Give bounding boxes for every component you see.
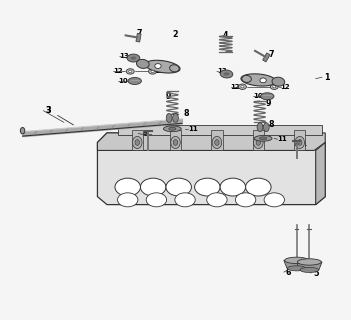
Ellipse shape	[246, 178, 271, 196]
Ellipse shape	[128, 77, 141, 84]
Ellipse shape	[236, 193, 256, 207]
Text: 4: 4	[223, 31, 229, 40]
Text: 12: 12	[154, 68, 164, 75]
Text: 7: 7	[268, 50, 274, 59]
Polygon shape	[211, 130, 223, 150]
Ellipse shape	[260, 93, 274, 100]
Ellipse shape	[220, 178, 246, 196]
Text: 11: 11	[188, 126, 198, 132]
Ellipse shape	[173, 140, 178, 145]
Ellipse shape	[115, 178, 140, 196]
Ellipse shape	[253, 136, 263, 148]
Ellipse shape	[140, 178, 166, 196]
Ellipse shape	[297, 259, 321, 265]
Text: 11: 11	[277, 136, 287, 142]
Ellipse shape	[166, 178, 191, 196]
Polygon shape	[136, 33, 141, 42]
Text: 13: 13	[217, 68, 227, 75]
Text: 14: 14	[297, 142, 307, 148]
Polygon shape	[98, 133, 325, 150]
Text: 8: 8	[184, 109, 190, 118]
Ellipse shape	[171, 136, 180, 148]
Text: 9: 9	[166, 92, 171, 101]
Text: 10: 10	[253, 93, 263, 99]
Text: 1: 1	[324, 73, 330, 82]
Ellipse shape	[242, 76, 251, 83]
Text: 5: 5	[313, 268, 318, 278]
Text: 10: 10	[118, 78, 127, 84]
Ellipse shape	[215, 140, 219, 145]
Ellipse shape	[169, 127, 176, 130]
Polygon shape	[263, 53, 270, 62]
Text: 12: 12	[231, 84, 240, 90]
Ellipse shape	[270, 84, 278, 89]
Text: 12: 12	[280, 84, 290, 90]
Ellipse shape	[238, 84, 246, 89]
Ellipse shape	[256, 140, 260, 145]
Ellipse shape	[20, 127, 25, 134]
Polygon shape	[98, 133, 325, 204]
Ellipse shape	[220, 70, 233, 78]
Ellipse shape	[264, 123, 269, 132]
Ellipse shape	[131, 56, 136, 60]
Text: 3: 3	[45, 106, 51, 115]
Ellipse shape	[164, 126, 181, 132]
Ellipse shape	[170, 65, 179, 72]
Polygon shape	[132, 130, 143, 150]
Ellipse shape	[212, 136, 222, 148]
Ellipse shape	[135, 140, 139, 145]
Ellipse shape	[260, 78, 266, 83]
Polygon shape	[145, 60, 180, 73]
Ellipse shape	[194, 178, 220, 196]
Polygon shape	[241, 74, 276, 86]
Ellipse shape	[224, 72, 229, 76]
Polygon shape	[297, 262, 322, 270]
Text: 2: 2	[173, 30, 178, 39]
Ellipse shape	[264, 193, 284, 207]
Ellipse shape	[300, 268, 319, 272]
Ellipse shape	[295, 136, 305, 148]
Ellipse shape	[118, 193, 138, 207]
Ellipse shape	[259, 137, 267, 140]
Text: 14: 14	[138, 131, 148, 137]
Polygon shape	[253, 130, 264, 150]
Polygon shape	[294, 130, 305, 150]
Ellipse shape	[146, 193, 167, 207]
Ellipse shape	[257, 123, 263, 132]
Ellipse shape	[285, 257, 309, 264]
Ellipse shape	[151, 70, 154, 73]
Ellipse shape	[207, 193, 227, 207]
Ellipse shape	[272, 77, 285, 86]
Polygon shape	[118, 125, 322, 134]
Text: 7: 7	[136, 29, 141, 38]
Text: 12: 12	[113, 68, 122, 75]
Ellipse shape	[137, 60, 149, 68]
Text: 3: 3	[45, 106, 51, 115]
Polygon shape	[316, 142, 325, 204]
Ellipse shape	[126, 69, 134, 74]
Ellipse shape	[273, 86, 276, 88]
Ellipse shape	[166, 114, 172, 123]
Ellipse shape	[148, 69, 157, 74]
Ellipse shape	[175, 193, 195, 207]
Ellipse shape	[298, 140, 302, 145]
Ellipse shape	[127, 54, 140, 62]
Ellipse shape	[287, 266, 306, 271]
Ellipse shape	[155, 64, 161, 68]
Polygon shape	[284, 260, 309, 268]
Text: 9: 9	[265, 99, 271, 108]
Ellipse shape	[173, 114, 178, 123]
Ellipse shape	[132, 136, 142, 148]
Text: 8: 8	[268, 120, 274, 130]
Ellipse shape	[129, 70, 132, 73]
Polygon shape	[170, 130, 181, 150]
Text: 6: 6	[286, 268, 291, 277]
Text: 13: 13	[120, 53, 130, 60]
Ellipse shape	[241, 86, 244, 88]
Ellipse shape	[254, 135, 272, 141]
